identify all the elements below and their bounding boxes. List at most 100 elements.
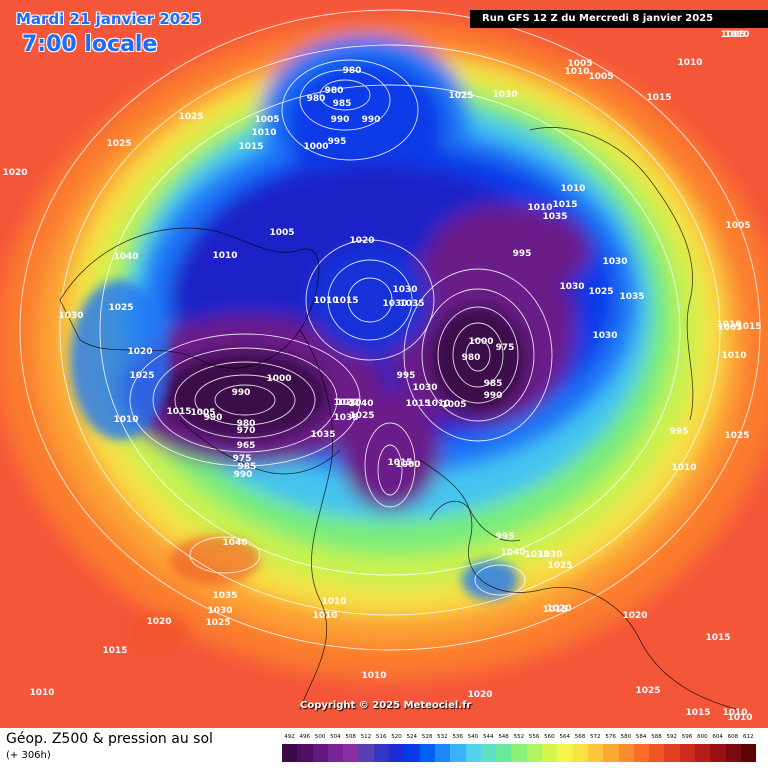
pressure-label: 1005 (725, 221, 750, 231)
pressure-label: 1010 (321, 597, 346, 607)
pressure-label: 1030 (382, 299, 407, 309)
scale-tick-label: 536 (452, 734, 463, 740)
scale-swatch (710, 744, 726, 762)
pressure-label: 1015 (552, 200, 577, 210)
pressure-label: 985 (484, 379, 503, 389)
scale-tick-label: 492 (284, 734, 295, 740)
pressure-label: 1010 (716, 320, 741, 330)
pressure-label: 1000 (266, 374, 291, 384)
pressure-label: 1030 (336, 398, 361, 408)
pressure-label: 1020 (127, 347, 152, 357)
pressure-label: 990 (204, 413, 223, 423)
pressure-label: 1020 (622, 611, 647, 621)
pressure-label: 1010 (564, 67, 589, 77)
pressure-label: 1015 (405, 399, 430, 409)
scale-tick-label: 552 (513, 734, 525, 740)
pressure-label: 1010 (312, 611, 337, 621)
scale-tick-label: 580 (620, 734, 632, 740)
run-info-text: Run GFS 12 Z du Mercredi 8 janvier 2025 (482, 13, 714, 24)
pressure-label: 1015 (685, 708, 710, 718)
pressure-label: 1015 (102, 646, 127, 656)
coastlines (59, 127, 741, 711)
pressure-label: 1010 (560, 184, 585, 194)
pressure-label: 1005 (717, 323, 742, 333)
isobar-lines (19, 9, 761, 651)
pressure-label: 1005 (567, 59, 592, 69)
pressure-label: 1015 (166, 407, 191, 417)
pressure-label: 1010 (722, 708, 747, 718)
scale-swatch (725, 744, 741, 762)
scale-tick-label: 508 (345, 734, 356, 740)
pressure-label: 1000 (303, 142, 328, 152)
scale-tick-label: 584 (635, 734, 647, 740)
scale-tick-label: 604 (712, 734, 723, 740)
pressure-label: 1005 (254, 115, 279, 125)
pressure-label: 1010 (113, 415, 138, 425)
scale-swatch (389, 744, 405, 762)
scale-tick-label: 576 (605, 734, 616, 740)
pressure-label: 1035 (524, 550, 549, 560)
pressure-label: 1010 (724, 30, 749, 40)
scale-swatch (434, 744, 451, 762)
pressure-label: 1010 (527, 203, 552, 213)
scale-tick-label: 516 (375, 734, 387, 740)
pressure-label: 1010 (251, 128, 276, 138)
pressure-label: 995 (328, 137, 347, 147)
scale-swatch (603, 744, 619, 762)
scale-swatch (465, 744, 481, 762)
pressure-label: 985 (238, 462, 257, 472)
scale-swatch (542, 744, 558, 762)
pressure-label: 1020 (333, 398, 358, 408)
pressure-label: 1025 (588, 287, 613, 297)
pressure-label: 980 (325, 86, 344, 96)
pressure-label: 1000 (395, 460, 420, 470)
scale-swatch (664, 744, 680, 762)
pressure-label: 1020 (546, 604, 571, 614)
pressure-label: 1005 (190, 408, 215, 418)
scale-swatch (740, 744, 757, 762)
pressure-label: 1030 (392, 285, 417, 295)
pressure-label: 990 (234, 470, 253, 480)
pressure-label: 1020 (146, 617, 171, 627)
pressure-label: 1040 (222, 538, 247, 548)
pressure-label: 975 (496, 343, 515, 353)
scale-tick-label: 496 (299, 734, 311, 740)
pressure-label: 1015 (736, 322, 761, 332)
z500-color-field (0, 20, 768, 680)
scale-swatch (480, 744, 497, 762)
scale-swatch (373, 744, 390, 762)
pressure-label: 1010 (721, 351, 746, 361)
pressure-label: 1040 (113, 252, 138, 262)
pressure-label: 1040 (348, 399, 373, 409)
pressure-label: 1030 (559, 282, 584, 292)
scale-swatch (404, 744, 420, 762)
pressure-label: 1010 (671, 463, 696, 473)
pressure-label: 1010 (677, 58, 702, 68)
scale-tick-label: 544 (483, 734, 494, 740)
pressure-label: 1025 (547, 561, 572, 571)
scale-tick-label: 556 (528, 734, 540, 740)
scale-swatch (618, 744, 634, 762)
scale-tick-label: 528 (421, 734, 433, 740)
scale-swatch (649, 744, 665, 762)
pressure-label: 1025 (106, 139, 131, 149)
pressure-label: 1010 (361, 671, 386, 681)
pressure-label: 965 (237, 441, 256, 451)
scale-tick-label: 512 (360, 734, 372, 740)
scale-tick-label: 540 (467, 734, 479, 740)
pressure-label: 1030 (602, 257, 627, 267)
color-scale-bar (282, 744, 757, 762)
map-footer: Géop. Z500 & pression au sol (+ 306h) 49… (0, 728, 768, 768)
scale-swatch (557, 744, 573, 762)
pressure-label: 1015 (238, 142, 263, 152)
scale-swatch (526, 744, 543, 762)
scale-tick-label: 592 (666, 734, 678, 740)
pressure-label: 970 (237, 426, 256, 436)
scale-tick-label: 596 (681, 734, 693, 740)
pressure-label: 1015 (333, 296, 358, 306)
pressure-label: 1020 (349, 236, 374, 246)
pressure-label: 1025 (349, 411, 374, 421)
scale-tick-label: 588 (651, 734, 662, 740)
